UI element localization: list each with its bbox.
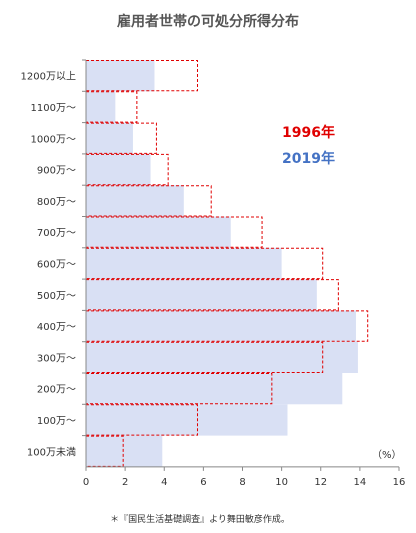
y-tick-label: 400万〜 xyxy=(37,322,76,333)
x-tick-labels: 0 2 4 6 8 10 12 14 16 xyxy=(83,466,406,488)
bar-2019-5 xyxy=(86,216,231,248)
x-tick-label: 8 xyxy=(239,477,245,488)
y-tick-label: 300万〜 xyxy=(37,353,76,364)
bar-1996-9 xyxy=(85,341,324,374)
bar-2019-6 xyxy=(86,247,282,280)
y-tick-label: 900万〜 xyxy=(37,166,76,177)
x-tick-label: 6 xyxy=(200,477,206,488)
unit-label: （%） xyxy=(372,449,402,461)
y-tick-label: 100万未満 xyxy=(27,446,76,458)
bar-2019-7 xyxy=(86,279,317,311)
x-tick-label: 12 xyxy=(314,477,327,488)
bar-2019-10 xyxy=(86,373,343,405)
series-2019-bars xyxy=(86,60,358,467)
x-tick-label: 2 xyxy=(122,477,128,488)
legend-2019: 2019年 xyxy=(282,150,335,167)
legend-1996: 1996年 xyxy=(282,124,335,141)
bar-2019-9 xyxy=(86,341,358,373)
y-tick-label: 100万〜 xyxy=(37,416,76,427)
chart-title: 雇用者世帯の可処分所得分布 xyxy=(117,13,299,30)
x-tick-label: 0 xyxy=(83,477,89,488)
bar-2019-12 xyxy=(86,435,163,467)
y-tick-label: 500万〜 xyxy=(37,291,76,302)
bar-2019-0 xyxy=(86,60,155,92)
y-tick-labels: 1200万以上 1100万〜 1000万〜 900万〜 800万〜 700万〜 600万〜 5… xyxy=(21,59,86,458)
y-tick-label: 600万〜 xyxy=(37,259,76,270)
bar-2019-8 xyxy=(86,310,356,342)
y-tick-label: 800万〜 xyxy=(37,197,76,208)
bar-1996-6 xyxy=(85,247,324,280)
y-tick-label: 1000万〜 xyxy=(31,134,76,145)
bar-2019-11 xyxy=(86,404,288,436)
x-tick-label: 14 xyxy=(354,477,367,488)
bar-2019-2 xyxy=(86,122,133,154)
y-tick-label: 1100万〜 xyxy=(31,103,76,114)
bar-2019-4 xyxy=(86,185,184,217)
y-tick-label: 1200万以上 xyxy=(21,71,76,83)
y-tick-label: 700万〜 xyxy=(37,228,76,239)
source-note: ＊『国民生活基礎調査』より舞田敏彦作成。 xyxy=(110,513,290,525)
x-tick-label: 10 xyxy=(275,477,288,488)
bar-1996-8 xyxy=(85,310,369,342)
bar-1996-0 xyxy=(85,60,199,92)
bar-1996-11 xyxy=(85,404,199,436)
bar-1996-3 xyxy=(85,153,169,186)
bar-2019-3 xyxy=(86,153,151,186)
x-tick-label: 4 xyxy=(161,477,167,488)
x-tick-label: 16 xyxy=(393,477,406,488)
y-tick-label: 200万〜 xyxy=(37,385,76,396)
bar-2019-1 xyxy=(86,91,116,123)
